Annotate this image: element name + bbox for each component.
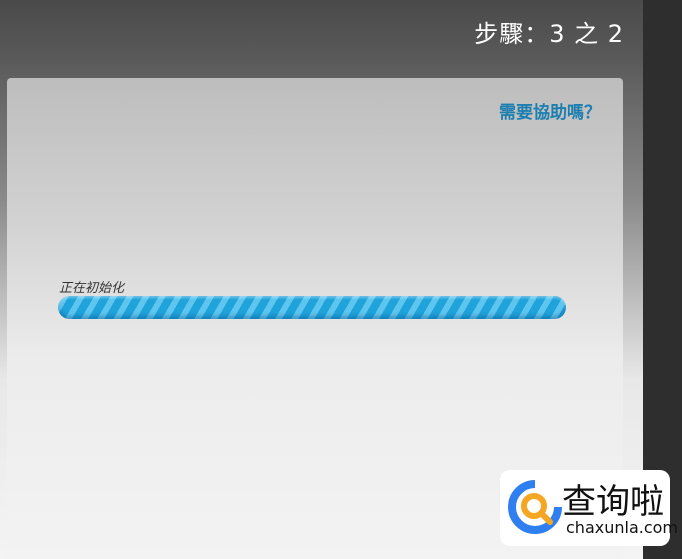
watermark-logo: 查询啦 chaxunla.com [500, 470, 678, 546]
magnifier-logo-icon [508, 480, 562, 534]
progress-bar [58, 296, 566, 319]
right-dark-bar [643, 0, 682, 559]
step-indicator: 步驟：3 之 2 [474, 20, 624, 48]
progress-fill [58, 296, 566, 319]
help-link[interactable]: 需要協助嗎？ [499, 103, 601, 123]
watermark-text-en: chaxunla.com [566, 518, 678, 537]
watermark-text-cn: 查询啦 [562, 482, 664, 522]
status-label: 正在初始化 [59, 281, 125, 296]
